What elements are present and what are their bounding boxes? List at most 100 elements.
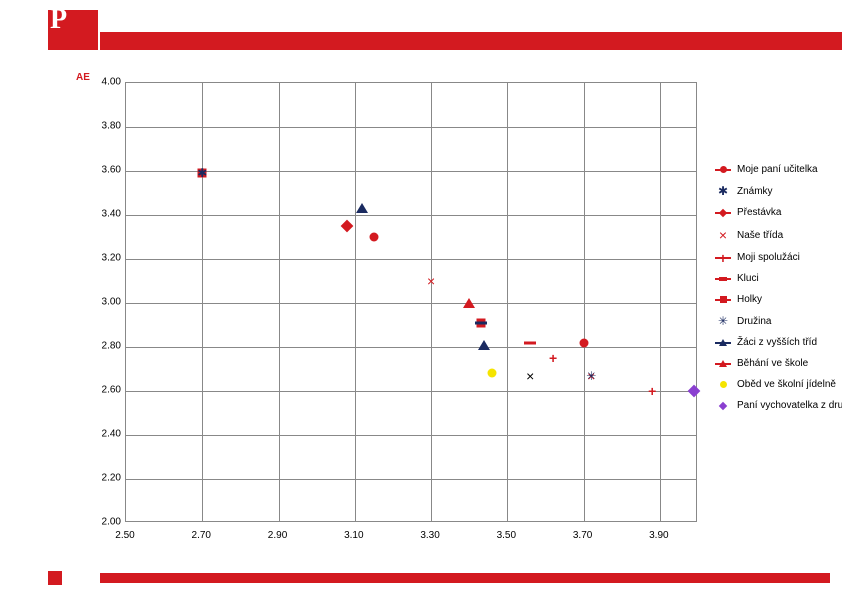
y-tick-label: 2.40 (102, 429, 121, 440)
marker-diamond-icon (719, 401, 727, 409)
marker-dash-icon (475, 321, 487, 324)
marker-plus-icon: + (549, 351, 557, 365)
legend-marker (715, 342, 731, 344)
legend: Moje paní učitelka ✱Známky Přestávka × Naše … (715, 164, 842, 421)
x-tick-label: 3.70 (573, 530, 592, 541)
footer-square (48, 571, 62, 585)
marker-x-icon: × (719, 228, 727, 242)
data-point (478, 340, 490, 350)
marker-circle-icon (579, 338, 588, 347)
legend-item: + Moji spolužáci (715, 252, 842, 263)
plot-area: ✱××+×✳+ (125, 82, 697, 522)
header-tagline: Cesta ke kvalitě (118, 70, 201, 81)
legend-marker: ✱ (715, 185, 731, 197)
gridline-vertical (660, 83, 661, 521)
legend-marker (715, 278, 731, 280)
legend-label: Žáci z vyšších tříd (737, 337, 817, 348)
y-tick-label: 3.00 (102, 297, 121, 308)
y-tick-label: 3.80 (102, 121, 121, 132)
legend-marker: × (715, 228, 731, 242)
data-point (690, 387, 699, 396)
footer-red-bar (100, 573, 830, 583)
marker-circle-icon (720, 381, 727, 388)
legend-item: Běhání ve škole (715, 358, 842, 369)
x-tick-label: 3.90 (649, 530, 668, 541)
marker-diamond-icon (341, 220, 354, 233)
legend-label: Moji spolužáci (737, 252, 800, 263)
legend-marker (715, 299, 731, 301)
legend-label: Moje paní učitelka (737, 164, 818, 175)
marker-x-icon: × (427, 274, 435, 288)
legend-item: × Naše třída (715, 228, 842, 242)
legend-marker: + (715, 257, 731, 259)
gridline-horizontal (126, 127, 696, 128)
y-tick-label: 4.00 (102, 77, 121, 88)
legend-label: Oběd ve školní jídelně (737, 379, 836, 390)
marker-circle-icon (720, 166, 727, 173)
data-point (579, 338, 588, 347)
x-tick-label: 2.50 (115, 530, 134, 541)
x-tick-label: 3.10 (344, 530, 363, 541)
data-point: + (648, 384, 656, 398)
marker-dash-icon (524, 341, 536, 344)
marker-square-icon (720, 296, 727, 303)
logo-letter: P (50, 4, 67, 36)
legend-item: Oběd ve školní jídelně (715, 379, 842, 390)
marker-asterisk-icon: ✱ (718, 185, 728, 197)
marker-triangle-icon (478, 340, 490, 350)
marker-diamond-icon (719, 208, 727, 216)
legend-item: Kluci (715, 273, 842, 284)
legend-item: ✳ Družina (715, 315, 842, 327)
data-point: × (427, 274, 435, 288)
marker-x-icon: × (526, 369, 534, 383)
legend-label: Paní vychovatelka z družiny (737, 400, 842, 411)
legend-label: Družina (737, 316, 771, 327)
data-point (343, 222, 352, 231)
x-tick-label: 3.30 (420, 530, 439, 541)
header-bar: P AE Cesta ke kvalitě (0, 32, 842, 50)
legend-item: Moje paní učitelka (715, 164, 842, 175)
y-tick-label: 3.40 (102, 209, 121, 220)
legend-item: Žáci z vyšších tříd (715, 337, 842, 348)
data-point (488, 369, 497, 378)
legend-item: ✱Známky (715, 185, 842, 197)
gridline-vertical (584, 83, 585, 521)
legend-marker: ✳ (715, 315, 731, 327)
gridline-horizontal (126, 347, 696, 348)
legend-label: Přestávka (737, 207, 781, 218)
gridline-horizontal (126, 259, 696, 260)
gridline-horizontal (126, 215, 696, 216)
data-point (475, 321, 487, 324)
legend-item: Paní vychovatelka z družiny (715, 400, 842, 411)
legend-item: Přestávka (715, 207, 842, 218)
y-tick-label: 3.60 (102, 165, 121, 176)
gridline-vertical (279, 83, 280, 521)
marker-diamond-icon (688, 385, 701, 398)
footer-bar (0, 573, 842, 583)
marker-star-icon: ✳ (586, 370, 596, 382)
gridline-vertical (431, 83, 432, 521)
data-point (524, 341, 536, 344)
marker-circle-icon (488, 369, 497, 378)
y-tick-label: 2.00 (102, 517, 121, 528)
scatter-chart: ✱××+×✳+ 2.502.702.903.103.303.503.703.90… (85, 82, 697, 544)
data-point: ✳ (586, 370, 596, 382)
legend-marker (715, 381, 731, 388)
data-point: ✱ (197, 167, 207, 179)
header-red-bar (100, 32, 842, 50)
marker-dash-icon (719, 277, 727, 281)
x-tick-label: 2.90 (268, 530, 287, 541)
legend-label: Holky (737, 294, 762, 305)
legend-label: Naše třída (737, 230, 783, 241)
y-tick-label: 2.80 (102, 341, 121, 352)
y-tick-label: 2.60 (102, 385, 121, 396)
gridline-horizontal (126, 391, 696, 392)
marker-plus-icon: + (648, 384, 656, 398)
data-point: × (526, 369, 534, 383)
data-point (356, 203, 368, 213)
gridline-vertical (202, 83, 203, 521)
marker-triangle-icon (356, 203, 368, 213)
y-tick-label: 2.20 (102, 473, 121, 484)
legend-marker (715, 169, 731, 171)
x-tick-label: 3.50 (497, 530, 516, 541)
